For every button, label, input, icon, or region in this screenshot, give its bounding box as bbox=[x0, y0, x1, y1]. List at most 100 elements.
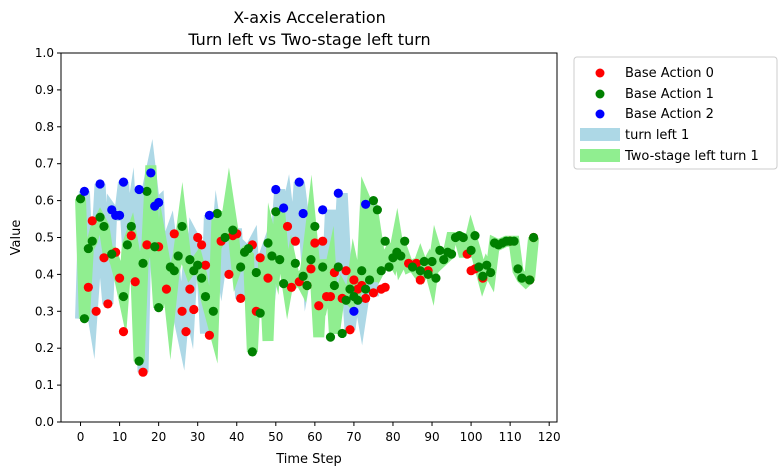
point-base-action-1 bbox=[122, 240, 132, 250]
point-base-action-0 bbox=[130, 277, 140, 287]
x-tick-label: 50 bbox=[268, 430, 283, 444]
y-tick-label: 0.0 bbox=[35, 415, 54, 429]
point-base-action-1 bbox=[466, 245, 476, 256]
point-base-action-0 bbox=[263, 273, 273, 283]
point-base-action-0 bbox=[325, 291, 336, 302]
point-base-action-1 bbox=[446, 249, 457, 259]
x-tick-label: 40 bbox=[229, 430, 244, 444]
point-base-action-1 bbox=[83, 243, 93, 254]
point-base-action-1 bbox=[118, 291, 129, 302]
point-base-action-0 bbox=[204, 330, 215, 340]
point-base-action-0 bbox=[255, 253, 265, 263]
point-base-action-1 bbox=[345, 284, 355, 294]
x-tick-label: 110 bbox=[499, 430, 522, 444]
point-base-action-1 bbox=[400, 236, 410, 246]
point-base-action-2 bbox=[294, 177, 304, 187]
point-base-action-1 bbox=[361, 284, 371, 294]
point-base-action-0 bbox=[236, 293, 246, 303]
point-base-action-2 bbox=[318, 205, 328, 215]
legend-swatch-turn-left-1 bbox=[580, 128, 620, 141]
y-tick-label: 0.2 bbox=[35, 341, 54, 355]
point-base-action-0 bbox=[361, 293, 371, 303]
point-base-action-0 bbox=[282, 221, 293, 232]
point-base-action-1 bbox=[333, 262, 343, 272]
point-base-action-1 bbox=[142, 186, 152, 196]
point-base-action-0 bbox=[380, 282, 390, 292]
y-axis: 0.0 0.1 0.2 0.3 0.4 0.5 0.6 0.7 0.8 0.9 1.0 bbox=[35, 46, 61, 429]
point-base-action-2 bbox=[154, 197, 164, 208]
point-base-action-1 bbox=[482, 260, 492, 270]
legend-marker-base-action-0 bbox=[595, 68, 605, 78]
point-base-action-2 bbox=[204, 210, 215, 220]
point-base-action-1 bbox=[255, 308, 265, 318]
point-base-action-1 bbox=[486, 267, 496, 278]
point-base-action-1 bbox=[99, 221, 109, 232]
x-tick-label: 20 bbox=[151, 430, 166, 444]
x-tick-label: 100 bbox=[460, 430, 483, 444]
legend-label-base-action-0: Base Action 0 bbox=[625, 66, 714, 81]
point-base-action-0 bbox=[200, 260, 211, 270]
point-base-action-0 bbox=[169, 229, 179, 239]
point-base-action-1 bbox=[212, 208, 222, 219]
point-base-action-0 bbox=[306, 264, 316, 274]
x-tick-label: 120 bbox=[538, 430, 561, 444]
point-base-action-1 bbox=[431, 273, 441, 283]
legend-label-turn-left-1: turn left 1 bbox=[625, 128, 689, 143]
point-base-action-1 bbox=[470, 231, 480, 241]
x-tick-label: 70 bbox=[346, 430, 361, 444]
markers-layer bbox=[75, 168, 539, 377]
point-base-action-0 bbox=[349, 275, 359, 285]
point-base-action-1 bbox=[173, 251, 183, 261]
point-base-action-0 bbox=[181, 327, 191, 337]
point-base-action-1 bbox=[95, 212, 105, 222]
y-tick-label: 1.0 bbox=[35, 46, 54, 60]
point-base-action-1 bbox=[509, 236, 519, 246]
point-base-action-1 bbox=[220, 232, 230, 243]
point-base-action-1 bbox=[228, 225, 238, 235]
point-base-action-0 bbox=[415, 275, 425, 285]
point-base-action-1 bbox=[169, 266, 179, 276]
point-base-action-2 bbox=[79, 186, 90, 196]
point-base-action-1 bbox=[525, 275, 535, 285]
point-base-action-0 bbox=[314, 301, 324, 311]
y-tick-label: 0.6 bbox=[35, 194, 54, 208]
x-tick-label: 80 bbox=[385, 430, 400, 444]
point-base-action-0 bbox=[290, 236, 300, 246]
point-base-action-1 bbox=[177, 221, 187, 232]
point-base-action-1 bbox=[528, 232, 539, 243]
point-base-action-1 bbox=[79, 314, 90, 324]
point-base-action-1 bbox=[263, 238, 273, 248]
legend: Base Action 0 Base Action 1 Base Action … bbox=[573, 56, 778, 170]
point-base-action-0 bbox=[142, 240, 152, 250]
legend-label-base-action-2: Base Action 2 bbox=[625, 107, 714, 122]
x-tick-label: 60 bbox=[307, 430, 322, 444]
point-base-action-0 bbox=[87, 216, 97, 226]
point-base-action-0 bbox=[345, 325, 355, 335]
point-base-action-1 bbox=[306, 255, 316, 265]
point-base-action-2 bbox=[114, 210, 125, 220]
x-axis-label: Time Step bbox=[275, 452, 342, 467]
legend-label-base-action-1: Base Action 1 bbox=[625, 87, 714, 102]
point-base-action-0 bbox=[99, 253, 109, 263]
point-base-action-1 bbox=[478, 271, 488, 281]
point-base-action-1 bbox=[364, 275, 375, 285]
point-base-action-0 bbox=[126, 231, 136, 241]
point-base-action-1 bbox=[407, 262, 418, 272]
point-base-action-1 bbox=[396, 251, 406, 261]
y-tick-label: 0.5 bbox=[35, 231, 54, 245]
point-base-action-2 bbox=[95, 179, 105, 189]
point-base-action-1 bbox=[193, 260, 203, 270]
point-base-action-1 bbox=[384, 262, 394, 272]
legend-marker-base-action-2 bbox=[595, 109, 605, 119]
point-base-action-2 bbox=[349, 306, 359, 316]
point-base-action-1 bbox=[458, 232, 468, 243]
point-base-action-1 bbox=[75, 194, 86, 204]
point-base-action-1 bbox=[376, 266, 386, 276]
point-base-action-0 bbox=[189, 304, 199, 315]
point-base-action-2 bbox=[279, 203, 289, 213]
chart-title: X-axis Acceleration bbox=[233, 8, 386, 27]
point-base-action-1 bbox=[107, 249, 117, 259]
point-base-action-1 bbox=[435, 245, 445, 256]
legend-frame bbox=[573, 56, 778, 170]
